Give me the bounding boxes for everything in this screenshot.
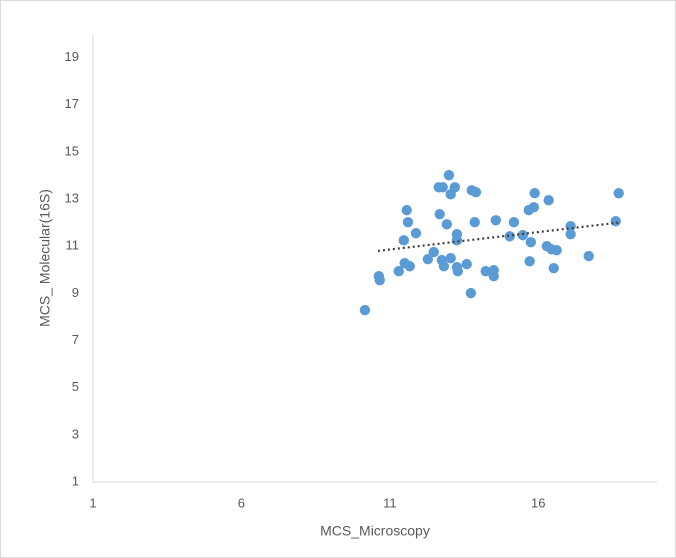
data-point: [393, 266, 404, 277]
y-tick-label: 1: [72, 473, 79, 488]
data-point: [551, 245, 562, 256]
y-tick-label: 19: [65, 49, 79, 64]
data-point: [613, 187, 624, 199]
data-point: [469, 216, 480, 228]
x-axis-title: MCS_Microscopy: [320, 523, 430, 539]
y-tick-label: 5: [72, 379, 79, 394]
data-point: [465, 287, 477, 299]
data-point: [524, 256, 535, 267]
data-point: [445, 253, 456, 264]
data-point: [402, 216, 414, 228]
data-point: [438, 261, 450, 272]
y-tick-label: 3: [72, 426, 79, 441]
data-point: [504, 231, 515, 242]
data-point: [543, 195, 554, 206]
data-point: [404, 261, 415, 272]
trendline: [377, 221, 619, 253]
data-point: [422, 253, 434, 265]
y-tick-label: 9: [72, 285, 79, 300]
data-point: [437, 182, 448, 193]
data-point: [359, 304, 371, 316]
data-point: [428, 246, 439, 258]
data-point: [410, 228, 422, 239]
data-point: [480, 266, 491, 277]
data-point: [374, 274, 385, 286]
y-tick-label: 7: [72, 332, 79, 347]
y-tick-label: 11: [66, 238, 80, 253]
data-point: [508, 216, 520, 228]
data-point: [517, 229, 529, 241]
data-point: [441, 219, 453, 230]
x-tick-label: 11: [383, 495, 397, 510]
data-point: [548, 262, 559, 274]
y-tick-label: 15: [65, 143, 79, 158]
x-tick-label: 1: [89, 495, 96, 510]
data-point: [583, 250, 594, 262]
data-point: [490, 215, 502, 226]
data-point: [528, 202, 540, 213]
x-tick-label: 16: [531, 495, 545, 510]
data-point: [488, 270, 499, 282]
y-axis-title: MCS_ Molecular(16S): [37, 189, 53, 327]
data-point: [565, 228, 576, 240]
data-point: [451, 235, 463, 246]
data-point: [443, 170, 455, 181]
y-tick-label: 13: [65, 190, 79, 205]
data-point: [461, 258, 472, 270]
data-point: [470, 187, 482, 198]
data-point: [401, 204, 412, 216]
data-point: [525, 237, 537, 248]
data-point: [452, 266, 464, 277]
data-point: [529, 187, 540, 199]
y-tick-label: 17: [65, 96, 79, 111]
data-point: [610, 216, 621, 227]
data-point: [398, 235, 409, 246]
x-tick-label: 6: [238, 495, 245, 510]
data-point: [449, 182, 461, 193]
data-point: [434, 208, 445, 220]
